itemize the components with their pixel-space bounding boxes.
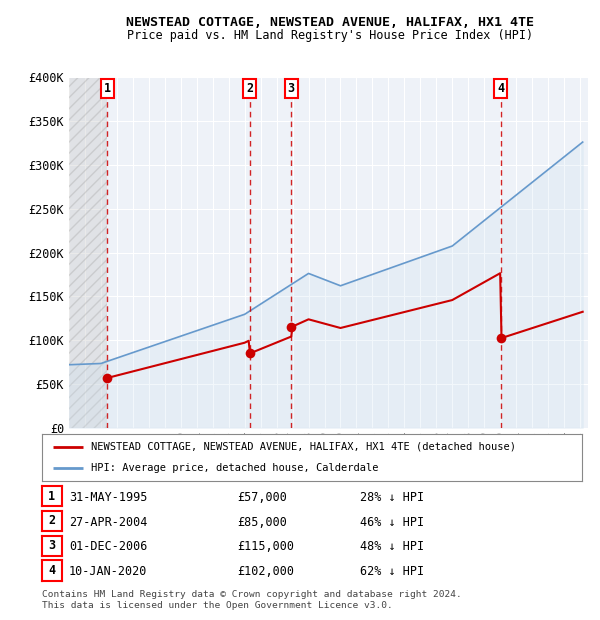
Text: 28% ↓ HPI: 28% ↓ HPI — [360, 491, 424, 503]
Text: 1: 1 — [49, 490, 55, 503]
Text: 4: 4 — [49, 564, 55, 577]
Text: 48% ↓ HPI: 48% ↓ HPI — [360, 541, 424, 553]
Text: 3: 3 — [288, 82, 295, 95]
Text: 46% ↓ HPI: 46% ↓ HPI — [360, 516, 424, 528]
Text: 10-JAN-2020: 10-JAN-2020 — [69, 565, 148, 578]
Text: £85,000: £85,000 — [237, 516, 287, 528]
Text: 3: 3 — [49, 539, 55, 552]
Text: 2: 2 — [246, 82, 253, 95]
Text: Price paid vs. HM Land Registry's House Price Index (HPI): Price paid vs. HM Land Registry's House … — [127, 29, 533, 42]
Text: 62% ↓ HPI: 62% ↓ HPI — [360, 565, 424, 578]
Text: 31-MAY-1995: 31-MAY-1995 — [69, 491, 148, 503]
Text: 27-APR-2004: 27-APR-2004 — [69, 516, 148, 528]
Text: NEWSTEAD COTTAGE, NEWSTEAD AVENUE, HALIFAX, HX1 4TE: NEWSTEAD COTTAGE, NEWSTEAD AVENUE, HALIF… — [126, 16, 534, 29]
Text: £115,000: £115,000 — [237, 541, 294, 553]
Text: 01-DEC-2006: 01-DEC-2006 — [69, 541, 148, 553]
Text: Contains HM Land Registry data © Crown copyright and database right 2024.
This d: Contains HM Land Registry data © Crown c… — [42, 590, 462, 609]
Text: £102,000: £102,000 — [237, 565, 294, 578]
Bar — [69, 78, 107, 428]
Text: 4: 4 — [497, 82, 504, 95]
Text: 2: 2 — [49, 515, 55, 528]
Text: 1: 1 — [104, 82, 111, 95]
Text: NEWSTEAD COTTAGE, NEWSTEAD AVENUE, HALIFAX, HX1 4TE (detached house): NEWSTEAD COTTAGE, NEWSTEAD AVENUE, HALIF… — [91, 441, 515, 451]
Text: HPI: Average price, detached house, Calderdale: HPI: Average price, detached house, Cald… — [91, 463, 378, 473]
Text: £57,000: £57,000 — [237, 491, 287, 503]
